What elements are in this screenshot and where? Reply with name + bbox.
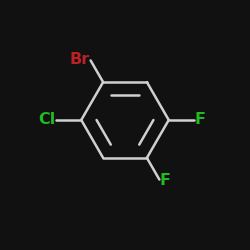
Text: Cl: Cl xyxy=(38,112,55,128)
Text: F: F xyxy=(195,112,206,128)
Text: F: F xyxy=(160,173,171,188)
Text: Br: Br xyxy=(70,52,90,67)
